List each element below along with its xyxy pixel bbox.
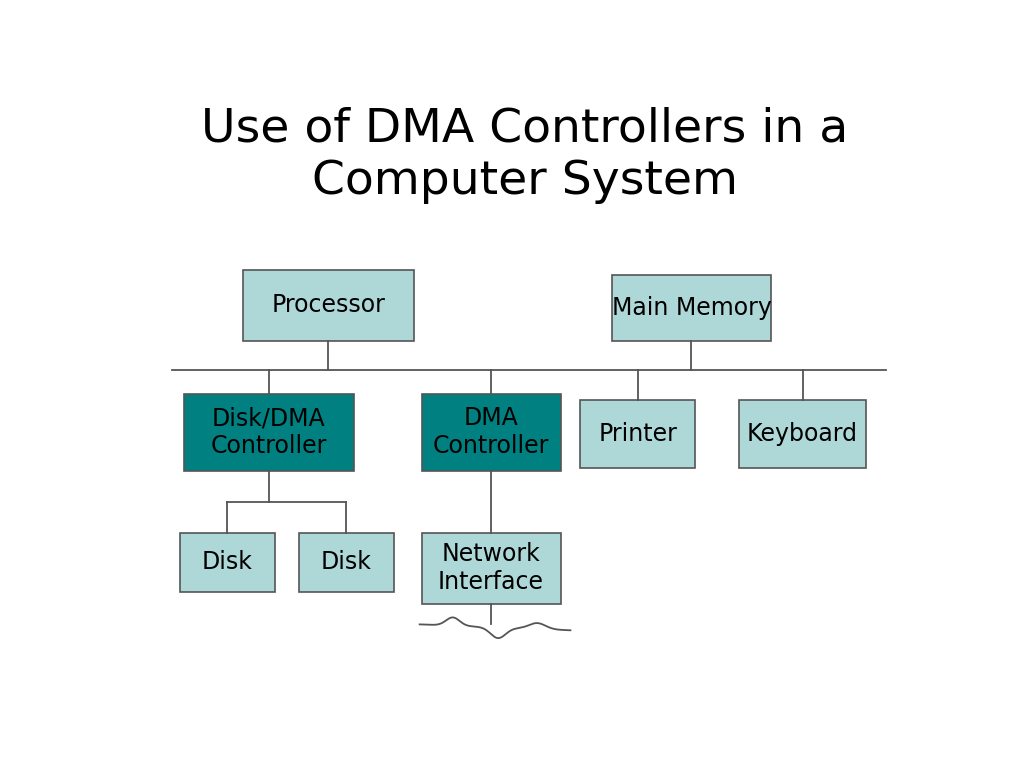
Text: Disk: Disk [202, 551, 253, 574]
FancyBboxPatch shape [422, 533, 560, 604]
Text: Keyboard: Keyboard [748, 422, 858, 445]
Text: Main Memory: Main Memory [611, 296, 771, 320]
Text: Use of DMA Controllers in a
Computer System: Use of DMA Controllers in a Computer Sys… [201, 107, 849, 204]
FancyBboxPatch shape [612, 276, 771, 340]
Text: Processor: Processor [271, 293, 385, 317]
Text: Printer: Printer [598, 422, 677, 445]
FancyBboxPatch shape [243, 270, 414, 340]
FancyBboxPatch shape [183, 394, 354, 471]
Text: Disk/DMA
Controller: Disk/DMA Controller [211, 406, 327, 458]
FancyBboxPatch shape [179, 533, 274, 592]
FancyBboxPatch shape [581, 399, 695, 468]
FancyBboxPatch shape [422, 394, 560, 471]
FancyBboxPatch shape [299, 533, 394, 592]
Text: Disk: Disk [321, 551, 372, 574]
Text: DMA
Controller: DMA Controller [433, 406, 549, 458]
Text: Network
Interface: Network Interface [438, 542, 544, 594]
FancyBboxPatch shape [739, 399, 866, 468]
